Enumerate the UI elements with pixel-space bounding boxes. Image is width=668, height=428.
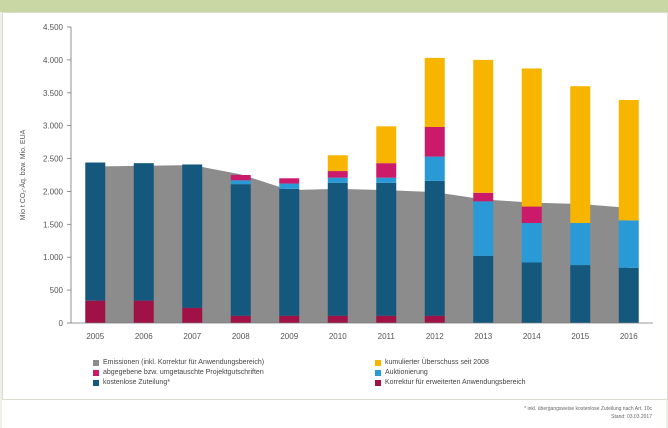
bar-segment <box>521 223 542 263</box>
bar-segment <box>376 126 397 164</box>
bar-segment <box>279 188 300 316</box>
bar-segment <box>424 180 445 316</box>
bar-segment <box>473 192 494 202</box>
bar-segment <box>327 171 348 178</box>
bar-segment <box>473 59 494 193</box>
legend-swatch <box>93 379 99 386</box>
y-axis-label: Mio t CO₂-Äq. bzw. Mio. EUA <box>19 129 27 220</box>
bar-segment <box>230 315 251 323</box>
x-tick-label: 2006 <box>135 332 153 341</box>
y-tick-label: 500 <box>50 286 64 295</box>
bar-segment <box>279 315 300 323</box>
y-axis-label-group: Mio t CO₂-Äq. bzw. Mio. EUA <box>19 129 27 220</box>
bar-segment <box>376 163 397 178</box>
legend-item: kumulierter Überschuss seit 2008 <box>375 359 489 366</box>
legend-swatch <box>375 379 381 386</box>
legend-swatch <box>375 359 381 366</box>
y-tick-label: 2.000 <box>43 187 64 196</box>
x-tick-label: 2007 <box>183 332 201 341</box>
bar-segment <box>376 177 397 183</box>
bar-segment <box>327 182 348 316</box>
legend-label: Korrektur für erweiterten Anwendungsbere… <box>385 379 526 386</box>
y-tick-label: 1.000 <box>43 253 64 262</box>
bar-segment <box>521 206 542 224</box>
x-tick-label: 2008 <box>232 332 250 341</box>
bar-segment <box>85 162 106 301</box>
legend-label: Auktionierung <box>385 369 428 376</box>
emissions-area <box>95 165 629 323</box>
y-tick-label: 3.500 <box>43 89 64 98</box>
bar-segment <box>230 180 251 185</box>
x-tick-label: 2014 <box>523 332 541 341</box>
bar-segment <box>424 126 445 157</box>
bar-segment <box>424 57 445 127</box>
x-tick-label: 2011 <box>378 332 396 341</box>
bar-segment <box>473 255 494 323</box>
legend-item: Korrektur für erweiterten Anwendungsbere… <box>375 379 525 386</box>
bar-segment <box>133 300 154 323</box>
bar-segment <box>279 178 300 184</box>
bar-segment <box>521 68 542 207</box>
bar-segment <box>327 315 348 323</box>
legend-label: Emissionen (inkl. Korrektur für Anwendun… <box>103 359 265 366</box>
x-tick-label: 2010 <box>329 332 347 341</box>
bar-segment <box>230 175 251 181</box>
bar-segment <box>376 315 397 323</box>
legend-item: abgegebene bzw. umgetauschte Projektguts… <box>93 369 264 376</box>
legend-swatch <box>93 369 99 376</box>
bar-segment <box>618 100 639 221</box>
bar-segment <box>618 220 639 268</box>
y-tick-label: 4.000 <box>43 56 64 65</box>
legend-item: Auktionierung <box>375 369 428 376</box>
bar-segment <box>230 184 251 316</box>
legend-swatch <box>375 369 381 376</box>
bar-segment <box>570 265 591 323</box>
x-tick-label: 2012 <box>426 332 444 341</box>
bar-segment <box>570 86 591 224</box>
legend-item: Emissionen (inkl. Korrektur für Anwendun… <box>93 359 264 366</box>
bar-segment <box>279 183 300 189</box>
axes-group: 0 500 1.000 1.500 2.000 2.500 3.000 3.500 4.000 4… <box>43 23 653 341</box>
y-tick-label: 1.500 <box>43 220 64 229</box>
legend-item: kostenlose Zuteilung* <box>93 379 170 386</box>
emissions-area-group <box>95 165 629 323</box>
bar-segment <box>424 315 445 323</box>
bar-segment <box>133 163 154 301</box>
chart-panel: Mio t CO₂-Äq. bzw. Mio. EUA 0 500 1.000 1.5… <box>2 12 668 400</box>
bar-segment <box>570 223 591 266</box>
footnote-line-1: * inkl. übergangsweise kostenlose Zuteil… <box>524 406 652 412</box>
bar-segment <box>521 262 542 323</box>
legend-label: kumulierter Überschuss seit 2008 <box>385 359 489 366</box>
x-tick-label: 2016 <box>620 332 638 341</box>
legend-swatch <box>93 359 99 366</box>
bar-segment <box>182 307 203 323</box>
y-tick-label: 2.500 <box>43 155 64 164</box>
bar-segment <box>182 164 203 308</box>
x-tick-label: 2015 <box>571 332 589 341</box>
bar-segment <box>327 155 348 172</box>
y-tick-label: 0 <box>59 319 64 328</box>
header-band <box>0 0 668 12</box>
bar-segment <box>618 267 639 323</box>
y-tick-label: 3.000 <box>43 122 64 131</box>
footnote-panel: * inkl. übergangsweise kostenlose Zuteil… <box>2 400 666 428</box>
bar-segment <box>473 201 494 256</box>
bars-group <box>85 57 639 323</box>
bar-segment <box>327 177 348 183</box>
bar-segment <box>85 300 106 323</box>
legend-label: kostenlose Zuteilung* <box>103 379 170 386</box>
legend-label: abgegebene bzw. umgetauschte Projektguts… <box>103 369 264 376</box>
y-tick-label: 4.500 <box>43 23 64 32</box>
emissions-bar-chart: Mio t CO₂-Äq. bzw. Mio. EUA 0 500 1.000 1.5… <box>19 23 653 341</box>
bar-segment <box>376 182 397 316</box>
x-tick-label: 2013 <box>474 332 492 341</box>
footnote-line-2: Stand: 03.03.2017 <box>611 414 652 420</box>
x-tick-label: 2005 <box>86 332 104 341</box>
x-tick-label: 2009 <box>280 332 298 341</box>
bar-segment <box>424 156 445 181</box>
